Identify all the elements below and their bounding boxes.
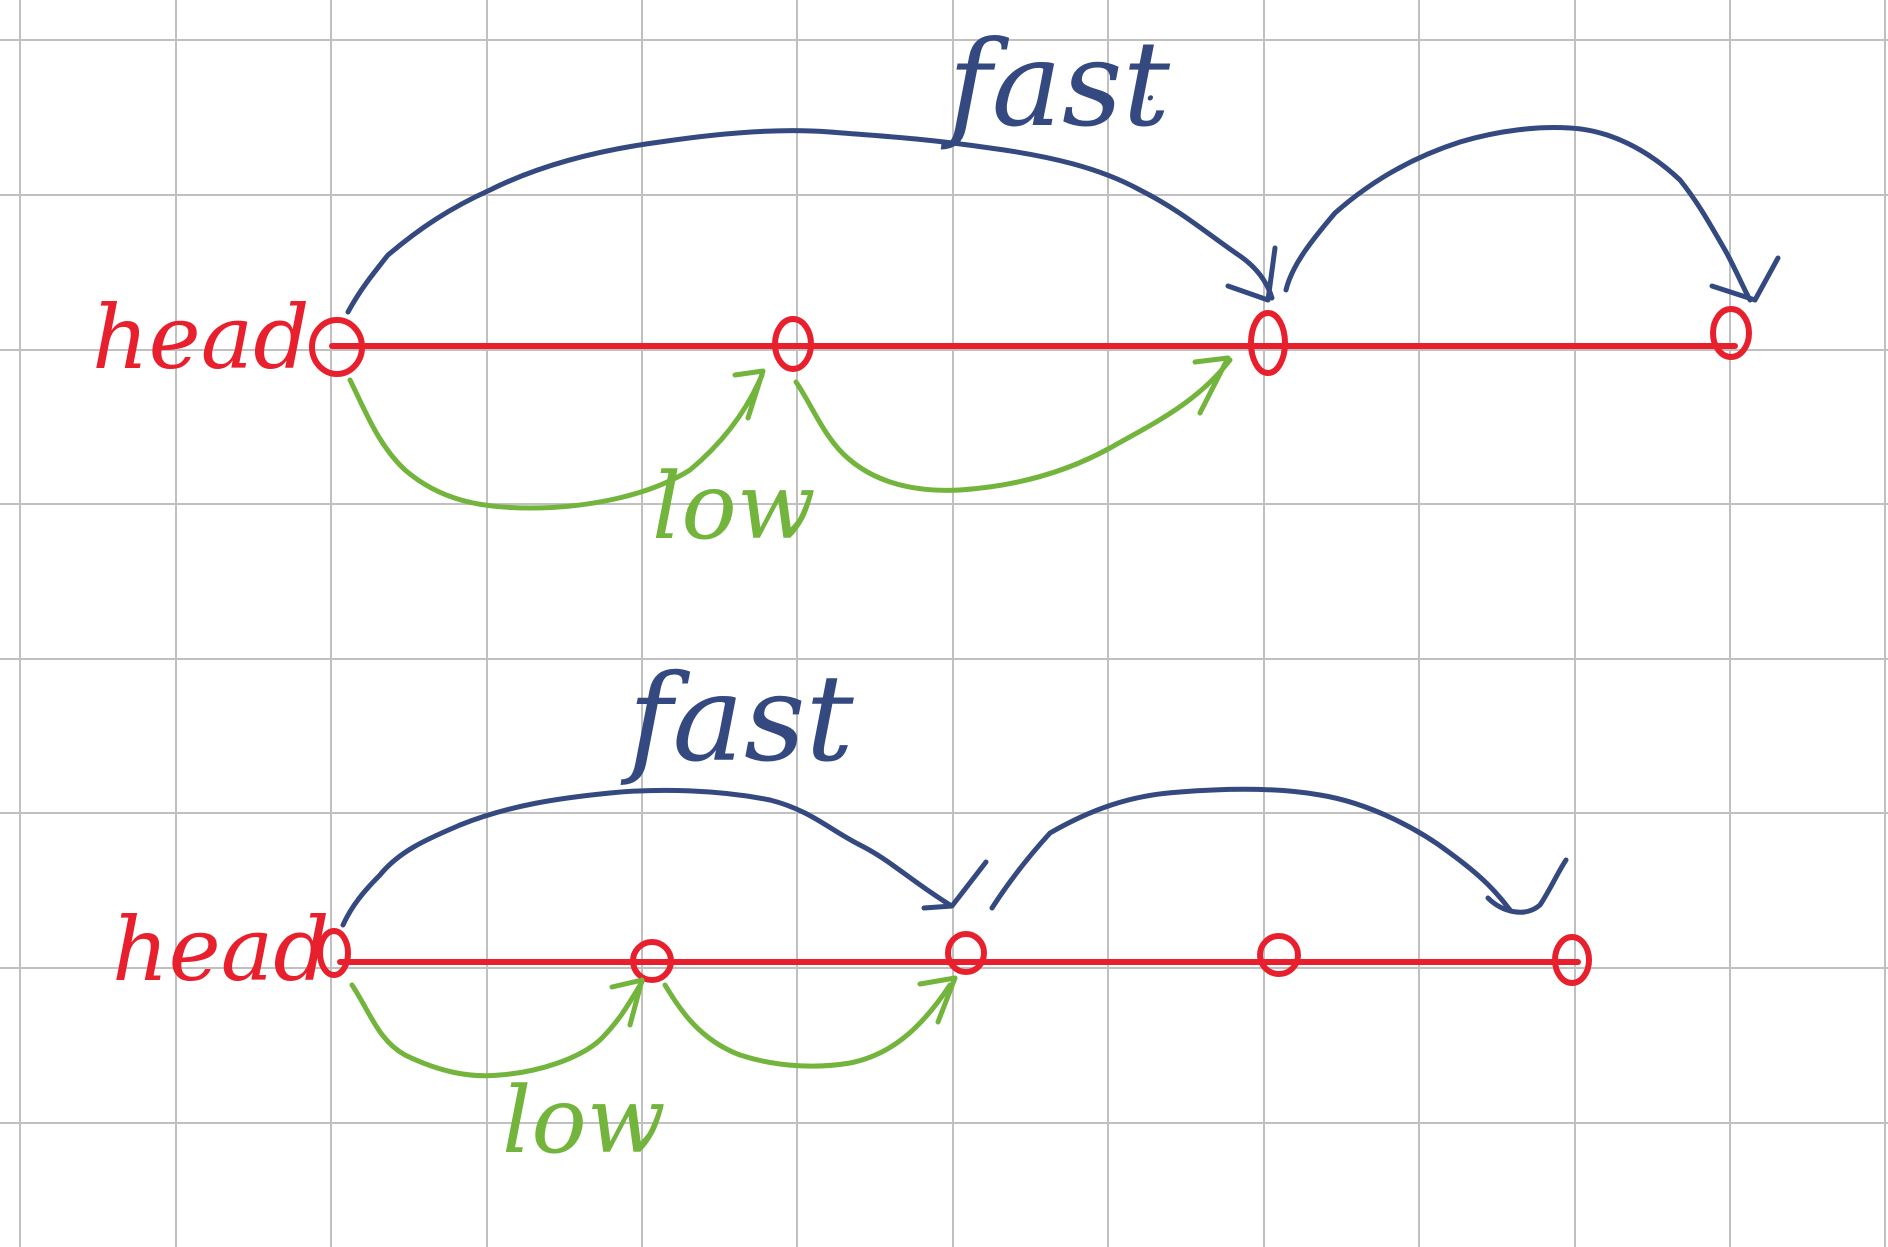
list-node-bottom-2 [630, 939, 674, 983]
list-node-bottom-1 [317, 928, 351, 978]
slow-arrow-bottom-1 [349, 979, 645, 1079]
list-node-bottom-5 [1552, 934, 1592, 986]
diagram-top: head fast . low [92, 15, 1781, 560]
fast-arrowhead-bottom-2 [1485, 857, 1569, 915]
list-node-bottom-4 [1257, 933, 1301, 977]
list-node-top-2 [772, 316, 814, 372]
slow-arrow-bottom-2 [662, 982, 953, 1069]
slow-arrowhead-bottom-2 [917, 975, 958, 1025]
list-node-top-1 [309, 317, 365, 377]
fast-arrow-bottom-2 [989, 786, 1513, 913]
list-node-top-4 [1710, 306, 1752, 360]
linked-list-bottom [317, 928, 1592, 986]
slow-label-top: low [652, 453, 816, 560]
fast-arrow-top-2 [1283, 125, 1753, 303]
fast-arrowhead-top-1 [1225, 245, 1278, 303]
list-node-bottom-3 [945, 931, 987, 975]
head-label-top: head [92, 286, 310, 389]
fast-label-top-suffix: . [1144, 64, 1157, 110]
fast-pointer-arrows-bottom [340, 786, 1569, 928]
fast-arrowhead-bottom-1 [921, 859, 989, 911]
fast-arrow-bottom-1 [340, 787, 953, 928]
slow-arrowhead-top-1 [732, 368, 766, 421]
fast-pointer-arrows-top [345, 125, 1781, 315]
slow-arrow-top-1 [347, 372, 765, 511]
head-label-bottom: head [112, 898, 330, 1001]
linked-list-top [309, 306, 1752, 377]
slow-arrowhead-bottom-1 [609, 977, 645, 1028]
slow-pointer-arrows-top [347, 355, 1233, 511]
fast-arrow-top-1 [345, 128, 1275, 315]
fast-arrowhead-top-2 [1709, 255, 1781, 303]
fast-label-bottom: fast [620, 650, 855, 789]
fast-label-top: fast [940, 15, 1171, 153]
slow-arrow-top-2 [793, 357, 1233, 493]
diagram-bottom: head fast low [112, 650, 1592, 1174]
slow-pointer-arrows-bottom [349, 975, 958, 1079]
slow-label-bottom: low [502, 1067, 666, 1174]
slow-arrowhead-top-2 [1192, 355, 1231, 416]
list-node-top-3 [1248, 310, 1288, 376]
